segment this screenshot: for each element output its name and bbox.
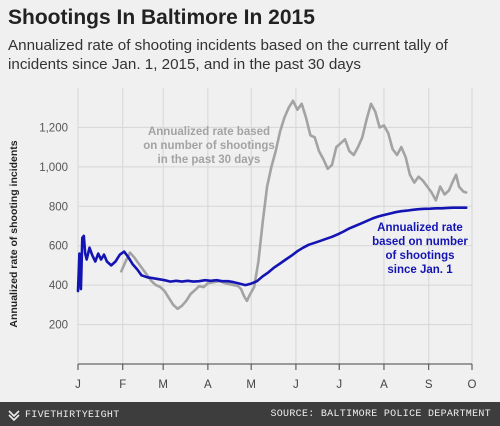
grid-lines	[77, 88, 473, 364]
y-tick-label: 1,200	[39, 122, 68, 134]
series-line-past-30-days	[120, 99, 468, 311]
y-tick-label: 1,000	[39, 162, 68, 174]
y-tick-label: 200	[49, 320, 68, 332]
x-tick-label: J	[75, 379, 81, 391]
x-tick-label: F	[119, 379, 126, 391]
x-tick-label: S	[425, 379, 433, 391]
fivethirtyeight-logo-icon	[8, 409, 20, 422]
x-tick-label: J	[336, 379, 342, 391]
y-tick-label: 600	[49, 241, 68, 253]
series-annotations: Annualized rate based on number of shooti…	[143, 126, 468, 276]
shootings-line-chart: 200 400 600 800 1,000 1,200 J F M A M J J A S O Annual…	[8, 88, 477, 391]
annotation-line: based on number	[372, 236, 468, 248]
annotation-past-30-days: Annualized rate based on number of shooti…	[143, 126, 275, 166]
x-tick-label: M	[158, 379, 168, 391]
y-axis-ticks: 200 400 600 800 1,000 1,200	[39, 122, 68, 331]
x-tick-label: J	[293, 379, 299, 391]
annotation-line: since Jan. 1	[387, 264, 453, 276]
chart-title: Shootings In Baltimore In 2015	[8, 6, 315, 29]
y-tick-label: 400	[49, 280, 68, 292]
brand-name: FIVETHIRTYEIGHT	[25, 409, 120, 421]
x-tick-label: A	[380, 379, 388, 391]
x-tick-label: O	[468, 379, 477, 391]
annotation-line: Annualized rate	[377, 222, 463, 234]
annotation-since-jan-1: Annualized rate based on number of shootin…	[372, 222, 468, 276]
y-axis-label: Annualized rate of shooting incidents	[8, 140, 20, 327]
annotation-line: in the past 30 days	[158, 154, 261, 166]
chart-subtitle: Annualized rate of shooting incidents ba…	[8, 37, 448, 73]
annotation-line: of shootings	[386, 250, 455, 262]
brand: FIVETHIRTYEIGHT	[8, 409, 120, 422]
annotation-line: on number of shootings	[143, 140, 275, 152]
annotation-line: Annualized rate based	[148, 126, 270, 138]
source-credit: SOURCE: BALTIMORE POLICE DEPARTMENT	[270, 409, 491, 420]
footer-bar: FIVETHIRTYEIGHT SOURCE: BALTIMORE POLICE…	[0, 402, 500, 426]
y-tick-label: 800	[49, 201, 68, 213]
series-lines	[76, 99, 468, 311]
series-line-since-jan-1	[76, 206, 468, 293]
x-tick-label: M	[246, 379, 256, 391]
x-tick-label: A	[204, 379, 212, 391]
